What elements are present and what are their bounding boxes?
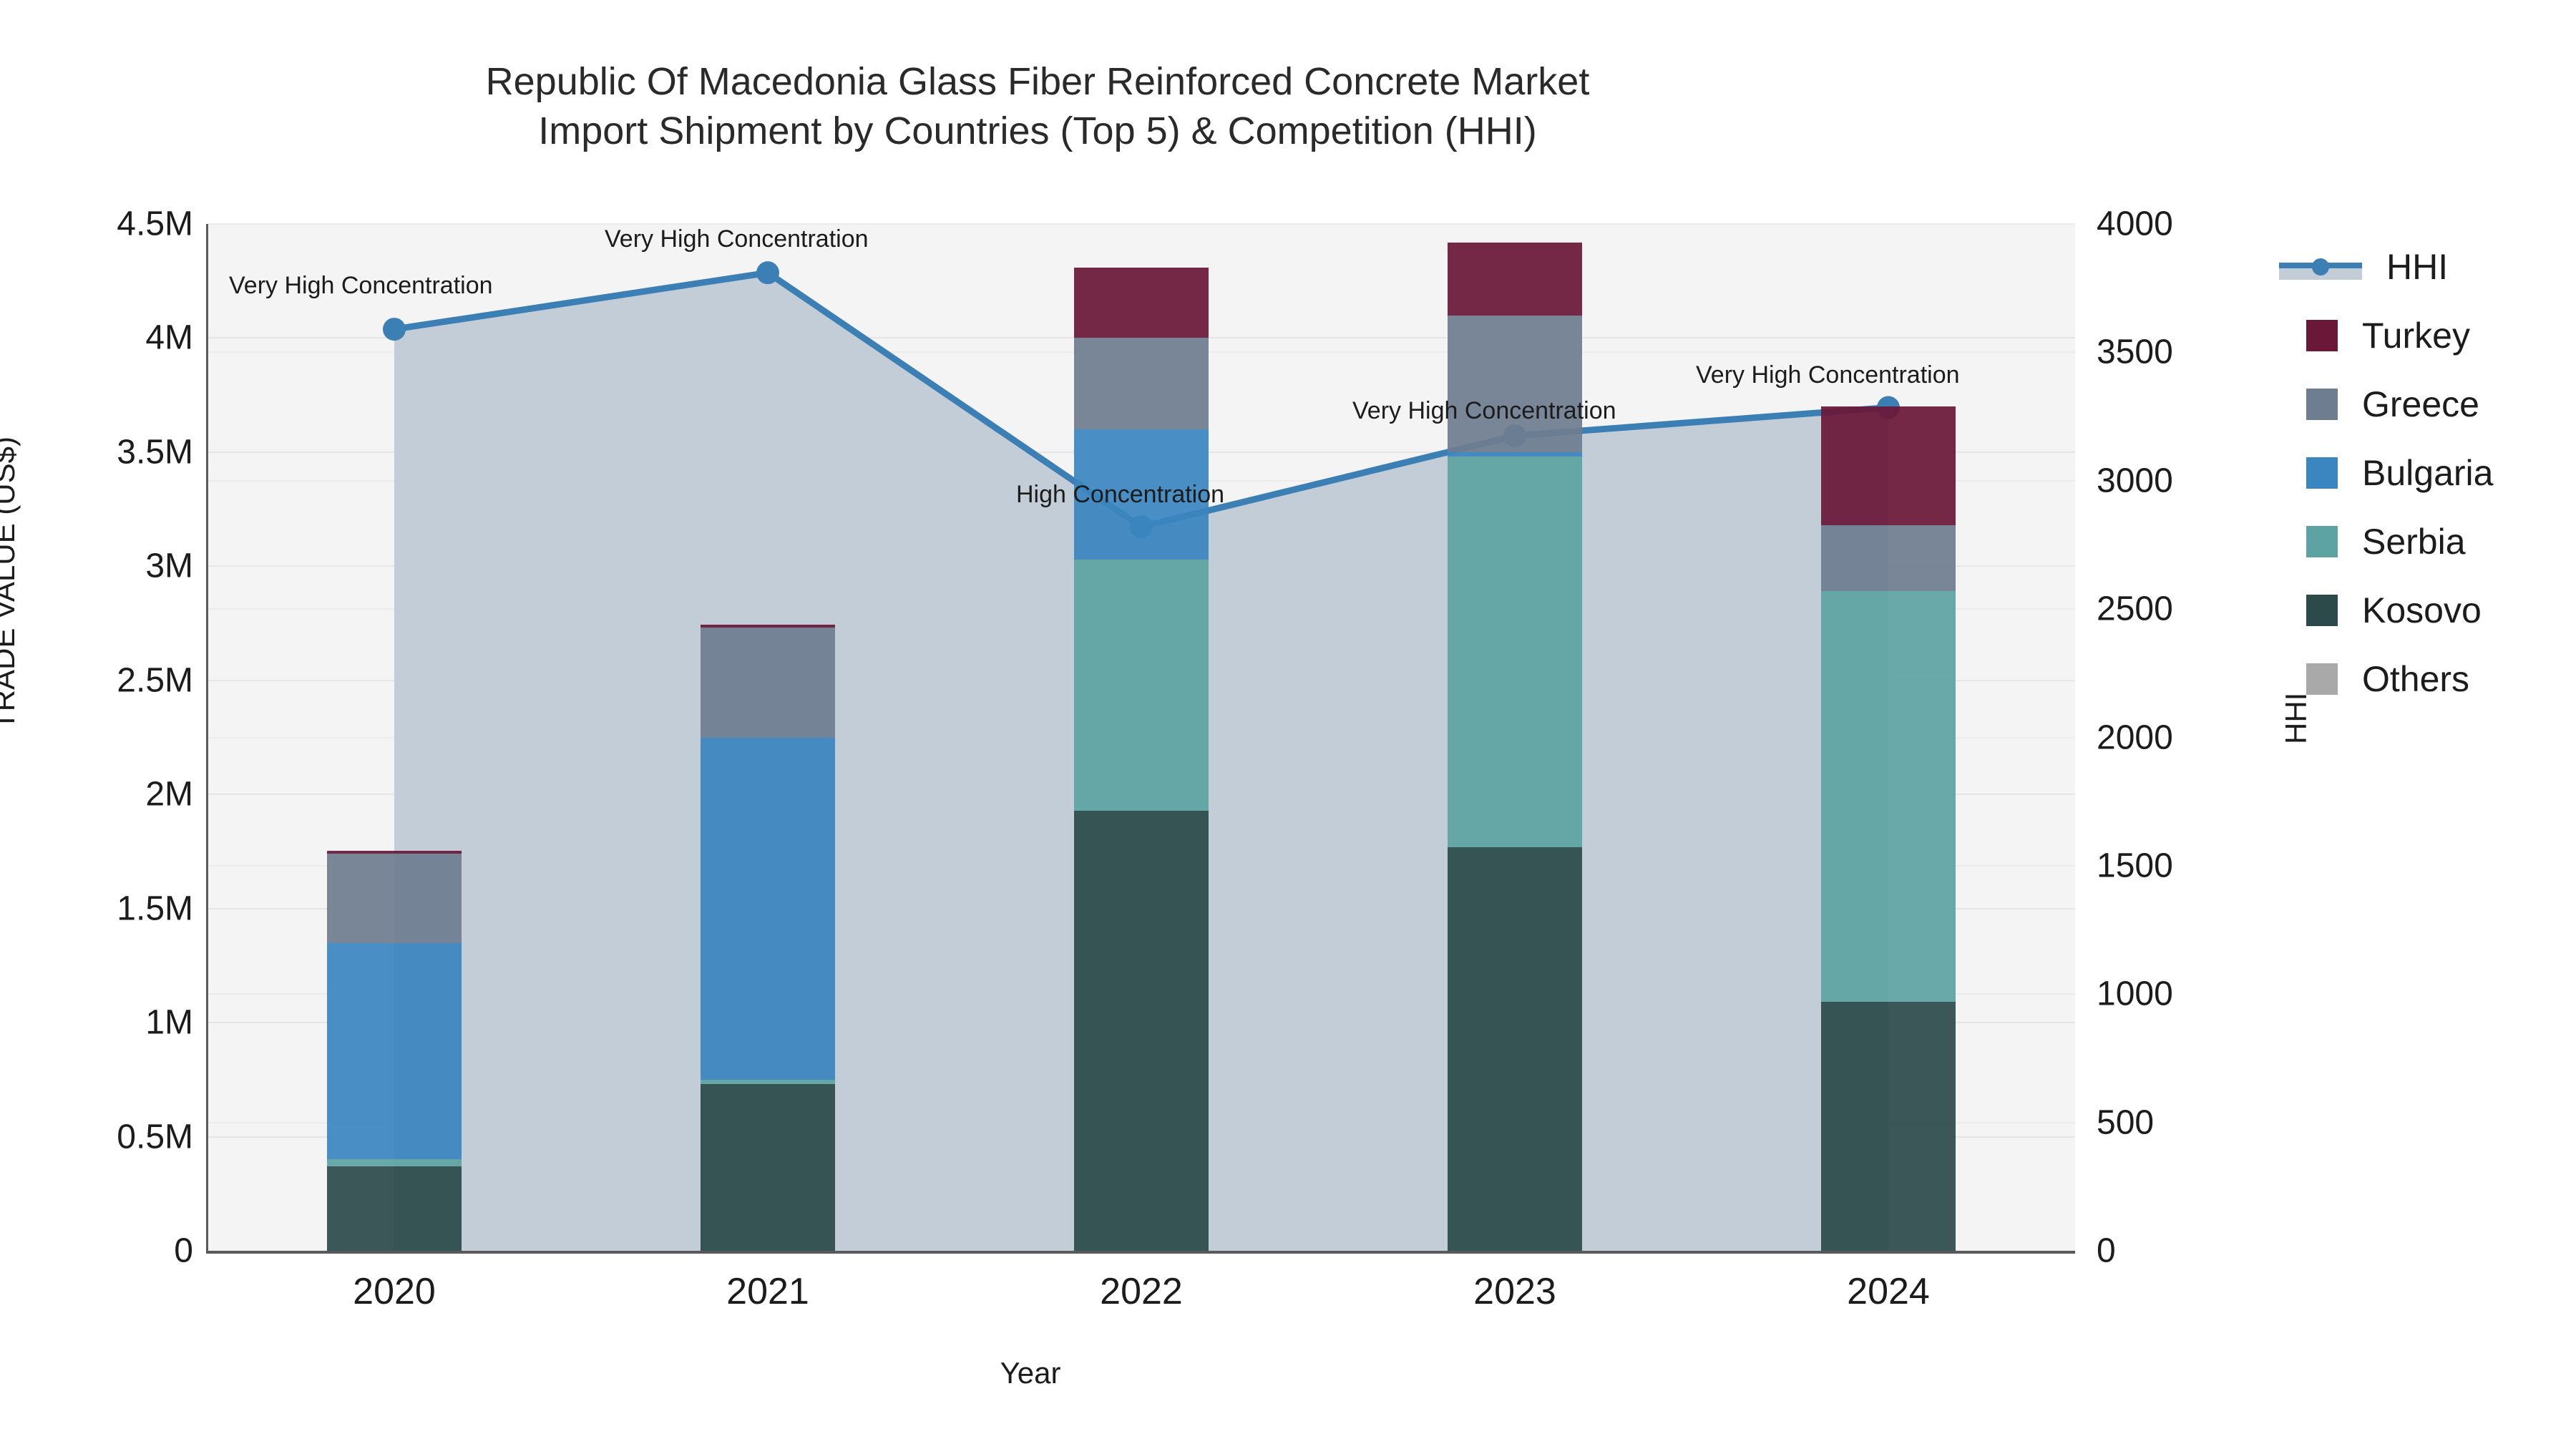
bar-segment-greece[interactable]	[1821, 525, 1956, 592]
bar-segment-serbia[interactable]	[327, 1159, 462, 1167]
bar-segment-kosovo[interactable]	[1821, 1002, 1956, 1251]
hhi-marker[interactable]	[383, 318, 406, 341]
bar-segment-greece[interactable]	[327, 854, 462, 943]
bar-segment-greece[interactable]	[1074, 338, 1209, 429]
legend-swatch-others	[2306, 663, 2338, 695]
legend-label: Others	[2362, 659, 2470, 699]
x-tick-label: 2021	[726, 1271, 809, 1312]
plot-area	[206, 223, 2075, 1254]
gridline-secondary	[208, 223, 2075, 225]
legend-label: HHI	[2386, 247, 2449, 287]
x-tick-label: 2024	[1847, 1271, 1930, 1312]
chart-title-subtitle: Import Shipment by Countries (Top 5) & C…	[538, 109, 1537, 153]
bar-segment-serbia[interactable]	[1448, 457, 1582, 847]
legend-label: Greece	[2362, 384, 2479, 424]
bar-segment-serbia[interactable]	[1821, 591, 1956, 1002]
y-tick-label-left: 3M	[145, 547, 193, 585]
bar-segment-kosovo[interactable]	[701, 1084, 835, 1251]
bar-segment-serbia[interactable]	[1074, 559, 1209, 811]
x-axis-line	[208, 1251, 2075, 1254]
x-tick-label: 2022	[1100, 1271, 1183, 1312]
legend-item-turkey[interactable]: Turkey	[2279, 301, 2493, 370]
y-tick-label-right: 1500	[2097, 847, 2173, 885]
y-tick-label-right: 3500	[2097, 333, 2173, 371]
legend-swatch-turkey	[2306, 320, 2338, 351]
legend-swatch-bulgaria	[2306, 457, 2338, 489]
legend-swatch-serbia	[2306, 526, 2338, 557]
bar-segment-kosovo[interactable]	[1448, 847, 1582, 1251]
y-tick-label-left: 4M	[145, 318, 193, 357]
legend-item-greece[interactable]: Greece	[2279, 370, 2493, 439]
bar-segment-turkey[interactable]	[327, 851, 462, 854]
y-tick-label-right: 1000	[2097, 975, 2173, 1013]
bar-series-layer	[208, 224, 2075, 1251]
legend-item-others[interactable]: Others	[2279, 645, 2493, 713]
bar-segment-turkey[interactable]	[1074, 267, 1209, 338]
hhi-annotation: Very High Concentration	[1352, 397, 1616, 424]
bar-segment-kosovo[interactable]	[1074, 810, 1209, 1251]
bar-segment-bulgaria[interactable]	[701, 737, 835, 1080]
legend-item-bulgaria[interactable]: Bulgaria	[2279, 439, 2493, 507]
bar-segment-serbia[interactable]	[701, 1079, 835, 1085]
legend-item-hhi[interactable]: HHI	[2279, 233, 2493, 301]
hhi-annotation: Very High Concentration	[1696, 361, 1960, 389]
legend-swatch-kosovo	[2306, 595, 2338, 626]
y-tick-label-left: 1.5M	[117, 889, 193, 928]
y-tick-label-right: 3000	[2097, 462, 2173, 500]
x-tick-label: 2023	[1473, 1271, 1556, 1312]
legend-label: Turkey	[2362, 316, 2470, 356]
hhi-marker[interactable]	[756, 261, 779, 285]
y-tick-label-left: 0	[174, 1231, 193, 1270]
legend-label: Bulgaria	[2362, 453, 2494, 493]
bar-segment-bulgaria[interactable]	[327, 942, 462, 1160]
bar-segment-turkey[interactable]	[701, 624, 835, 628]
y-tick-label-left: 2.5M	[117, 661, 193, 700]
hhi-annotation: Very High Concentration	[229, 272, 493, 299]
y-tick-label-left: 1M	[145, 1003, 193, 1042]
y-axis-title-left: TRADE VALUE (US$)	[0, 436, 21, 730]
bar-segment-bulgaria[interactable]	[1074, 429, 1209, 560]
bar-segment-greece[interactable]	[1448, 315, 1582, 452]
legend-line-icon	[2279, 251, 2362, 283]
y-tick-label-right: 500	[2097, 1103, 2155, 1142]
chart-title-line1: Republic Of Macedonia Glass Fiber Reinfo…	[485, 60, 1590, 103]
hhi-annotation: High Concentration	[1016, 481, 1225, 508]
y-tick-label-left: 2M	[145, 775, 193, 814]
bar-stack[interactable]	[1448, 224, 1582, 1251]
legend-swatch-greece	[2306, 389, 2338, 420]
x-tick-label: 2020	[353, 1271, 436, 1312]
y-tick-label-right: 0	[2097, 1231, 2116, 1270]
y-axis-line	[206, 224, 208, 1254]
y-tick-label-left: 3.5M	[117, 433, 193, 472]
legend-line-dot	[2312, 258, 2329, 275]
bar-stack[interactable]	[327, 224, 462, 1251]
y-tick-label-right: 2500	[2097, 590, 2173, 628]
bar-stack[interactable]	[1821, 224, 1956, 1251]
bar-stack[interactable]	[1074, 224, 1209, 1251]
y-tick-label-left: 4.5M	[117, 205, 193, 243]
bar-segment-turkey[interactable]	[1821, 406, 1956, 525]
bar-segment-bulgaria[interactable]	[1448, 452, 1582, 457]
y-tick-label-right: 2000	[2097, 718, 2173, 756]
bar-segment-kosovo[interactable]	[327, 1166, 462, 1251]
bar-segment-greece[interactable]	[701, 628, 835, 738]
legend-item-serbia[interactable]: Serbia	[2279, 507, 2493, 576]
legend-item-kosovo[interactable]: Kosovo	[2279, 576, 2493, 645]
x-axis-title: Year	[1000, 1356, 1061, 1390]
hhi-annotation: Very High Concentration	[605, 225, 869, 253]
chart-title: Republic Of Macedonia Glass Fiber Reinfo…	[0, 57, 2075, 156]
chart-legend: HHI Turkey Greece Bulgaria Serbia Kosovo Other…	[2279, 233, 2493, 713]
legend-label: Serbia	[2362, 522, 2466, 562]
legend-label: Kosovo	[2362, 590, 2482, 630]
y-tick-label-left: 0.5M	[117, 1118, 193, 1156]
bar-stack[interactable]	[701, 224, 835, 1251]
y-tick-label-right: 4000	[2097, 205, 2173, 243]
bar-segment-turkey[interactable]	[1448, 242, 1582, 316]
